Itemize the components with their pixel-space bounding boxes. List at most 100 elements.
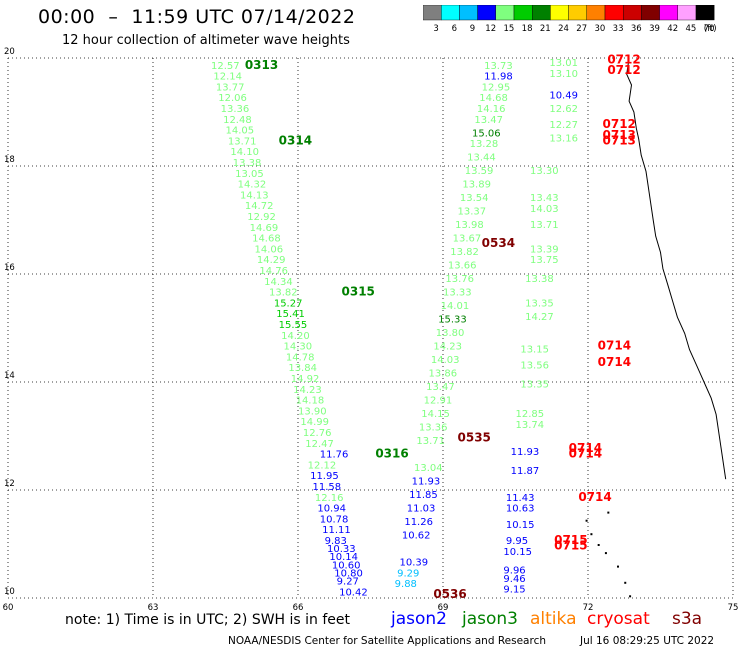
wave-height-obs-39: 11.58 [313,482,342,493]
wave-height-obs-10: 13.05 [235,169,264,180]
legend-label-9: 9 [470,24,475,34]
wave-height-obs-79: 13.36 [419,423,448,434]
wave-height-obs-60: 13.59 [465,166,494,177]
wave-height-obs-8: 14.10 [230,147,259,158]
lat-tick-label-12: 12 [4,479,15,489]
wave-height-obs-5: 12.48 [223,115,252,126]
lon-tick-label-75: 75 [728,603,739,610]
wave-height-obs-97: 13.43 [530,193,559,204]
wave-height-obs-104: 14.27 [525,312,554,323]
pass-time-label-11: 0713 [603,133,636,147]
wave-height-obs-59: 13.44 [467,153,496,164]
wave-height-obs-118: 9.46 [503,574,525,585]
wave-height-obs-48: 10.80 [334,568,363,579]
wave-height-obs-63: 13.37 [458,207,487,218]
legend-unit: (ft) [704,24,717,34]
legend-label-33: 33 [613,24,624,34]
legend-label-36: 36 [631,24,642,34]
wave-height-obs-14: 12.92 [247,212,276,223]
wave-height-obs-80: 13.71 [416,436,445,447]
wave-height-obs-85: 11.26 [404,517,433,528]
pass-time-label-10: 0713 [603,128,636,142]
wave-height-obs-70: 14.01 [441,301,470,312]
pass-time-label-8: 0712 [607,63,640,77]
wave-height-obs-31: 14.18 [296,396,325,407]
wave-height-obs-16: 14.68 [252,234,281,245]
wave-height-obs-35: 12.47 [305,439,334,450]
wave-height-obs-90: 13.01 [549,58,578,69]
lat-tick-label-10: 10 [4,587,15,597]
pass-time-label-7: 0712 [607,52,640,66]
wave-height-obs-32: 13.90 [298,406,327,417]
pass-time-label-16: 0714 [578,490,611,504]
wave-height-obs-15: 14.69 [250,223,279,234]
wave-height-obs-3: 12.06 [218,93,247,104]
island-4 [617,565,619,568]
lat-tick-label-20: 20 [4,47,15,57]
legend-label-24: 24 [558,24,569,34]
pass-time-label-12: 0714 [598,339,631,353]
lat-tick-label-18: 18 [4,155,15,165]
wave-height-obs-108: 12.85 [516,409,545,420]
wave-height-obs-84: 11.03 [407,504,436,515]
wave-height-obs-94: 12.27 [549,120,578,131]
wave-height-obs-30: 14.23 [293,385,322,396]
wave-height-obs-96: 13.30 [530,166,559,177]
legend-label-70: 70 [704,24,715,34]
coastline [626,57,727,480]
legend-label-6: 6 [452,24,457,34]
page-title: 00:00 – 11:59 UTC 07/14/2022 [38,6,356,28]
wave-height-obs-114: 10.15 [506,520,535,531]
island-7 [607,511,610,514]
wave-height-obs-107: 13.35 [520,379,549,390]
satellite-altika: altika [530,609,577,629]
wave-height-obs-13: 14.72 [245,201,274,212]
wave-height-obs-106: 13.56 [520,361,549,372]
island-2 [597,544,600,546]
wave-height-obs-95: 13.16 [549,134,578,145]
wave-height-obs-101: 13.75 [530,255,559,266]
wave-height-obs-115: 9.95 [506,536,528,547]
wave-height-obs-91: 13.10 [549,69,578,80]
wave-height-obs-34: 12.76 [303,428,332,439]
wave-height-obs-11: 14.32 [238,180,267,191]
wave-height-obs-20: 14.34 [264,277,293,288]
lon-tick-label-72: 72 [583,603,594,610]
wave-height-obs-52: 11.98 [484,72,513,83]
wave-height-obs-56: 13.47 [474,115,503,126]
wave-height-obs-83: 11.85 [409,490,438,501]
wave-height-obs-28: 13.84 [288,363,317,374]
wave-height-obs-45: 10.33 [327,544,356,555]
generated-timestamp: Jul 16 08:29:25 UTC 2022 [580,635,715,647]
wave-height-obs-74: 14.03 [431,355,460,366]
wave-height-obs-99: 13.71 [530,220,559,231]
wave-height-obs-33: 14.99 [300,417,329,428]
wave-height-obs-65: 13.67 [453,234,482,245]
wave-height-obs-100: 13.39 [530,244,559,255]
wave-height-obs-71: 15.33 [438,315,467,326]
wave-height-obs-89: 9.88 [395,579,417,590]
wave-height-obs-78: 14.15 [421,409,450,420]
legend-label-27: 27 [576,24,587,34]
wave-height-obs-58: 13.28 [470,139,499,150]
wave-height-obs-1: 12.14 [213,72,242,83]
wave-height-obs-98: 14.03 [530,204,559,215]
legend-label-21: 21 [540,24,551,34]
wave-height-obs-6: 14.05 [226,126,255,137]
satellite-jason2: jason2 [391,609,447,629]
pass-time-label-17: 0715 [554,533,587,547]
wave-height-obs-37: 12.12 [308,460,337,471]
wave-height-map: 60 63 66 69 72 7510121416182012.5712.1413.771… [3,47,739,610]
wave-height-obs-82: 11.93 [412,477,441,488]
satellite-s3a: s3a [672,609,703,629]
wave-height-obs-112: 11.43 [506,493,535,504]
legend-label-18: 18 [522,24,533,34]
lon-tick-label-60: 60 [3,603,14,610]
legend-label-39: 39 [649,24,660,34]
wave-height-obs-55: 14.16 [477,104,506,115]
wave-height-obs-44: 9.83 [325,536,347,547]
wave-height-obs-67: 13.66 [448,261,477,272]
wave-height-obs-7: 13.71 [228,136,257,147]
pass-time-label-5: 0535 [458,430,491,444]
wave-height-obs-86: 10.62 [402,531,431,542]
